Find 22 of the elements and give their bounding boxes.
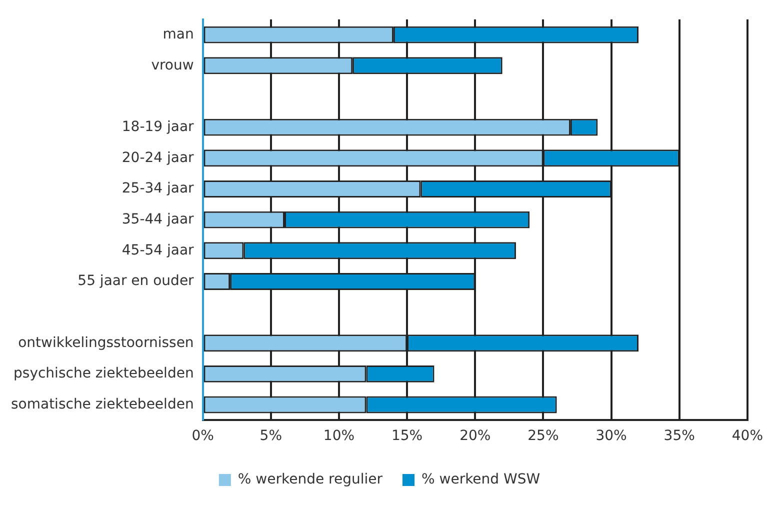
y-tick-label: 25-34 jaar bbox=[122, 180, 194, 197]
legend-label: % werkend WSW bbox=[422, 472, 540, 488]
y-tick-label: man bbox=[162, 26, 194, 42]
y-tick-label: vrouw bbox=[151, 57, 194, 74]
legend-label: % werkende regulier bbox=[238, 472, 383, 488]
y-tick-label: 20-24 jaar bbox=[122, 150, 194, 166]
y-tick-label: 35-44 jaar bbox=[122, 211, 194, 228]
x-tick-label: 35% bbox=[664, 428, 695, 444]
y-tick-label: 18-19 jaar bbox=[122, 118, 194, 135]
y-tick-label: psychische ziektebeelden bbox=[14, 366, 194, 382]
x-tick-label: 15% bbox=[391, 428, 423, 444]
y-tick-label: 45-54 jaar bbox=[122, 242, 194, 258]
x-tick-label: 5% bbox=[260, 428, 282, 444]
x-tick-label: 25% bbox=[528, 428, 559, 444]
x-tick-label: 10% bbox=[323, 428, 355, 444]
y-tick-label: somatische ziektebeelden bbox=[10, 396, 194, 412]
y-tick-label: 55 jaar en ouder bbox=[78, 273, 194, 290]
x-tick-label: 20% bbox=[460, 428, 491, 444]
y-tick-label: ontwikkelingsstoornissen bbox=[18, 334, 194, 351]
x-tick-label: 30% bbox=[596, 428, 627, 444]
x-tick-label: 40% bbox=[732, 428, 764, 444]
x-tick-label: 0% bbox=[192, 428, 214, 444]
